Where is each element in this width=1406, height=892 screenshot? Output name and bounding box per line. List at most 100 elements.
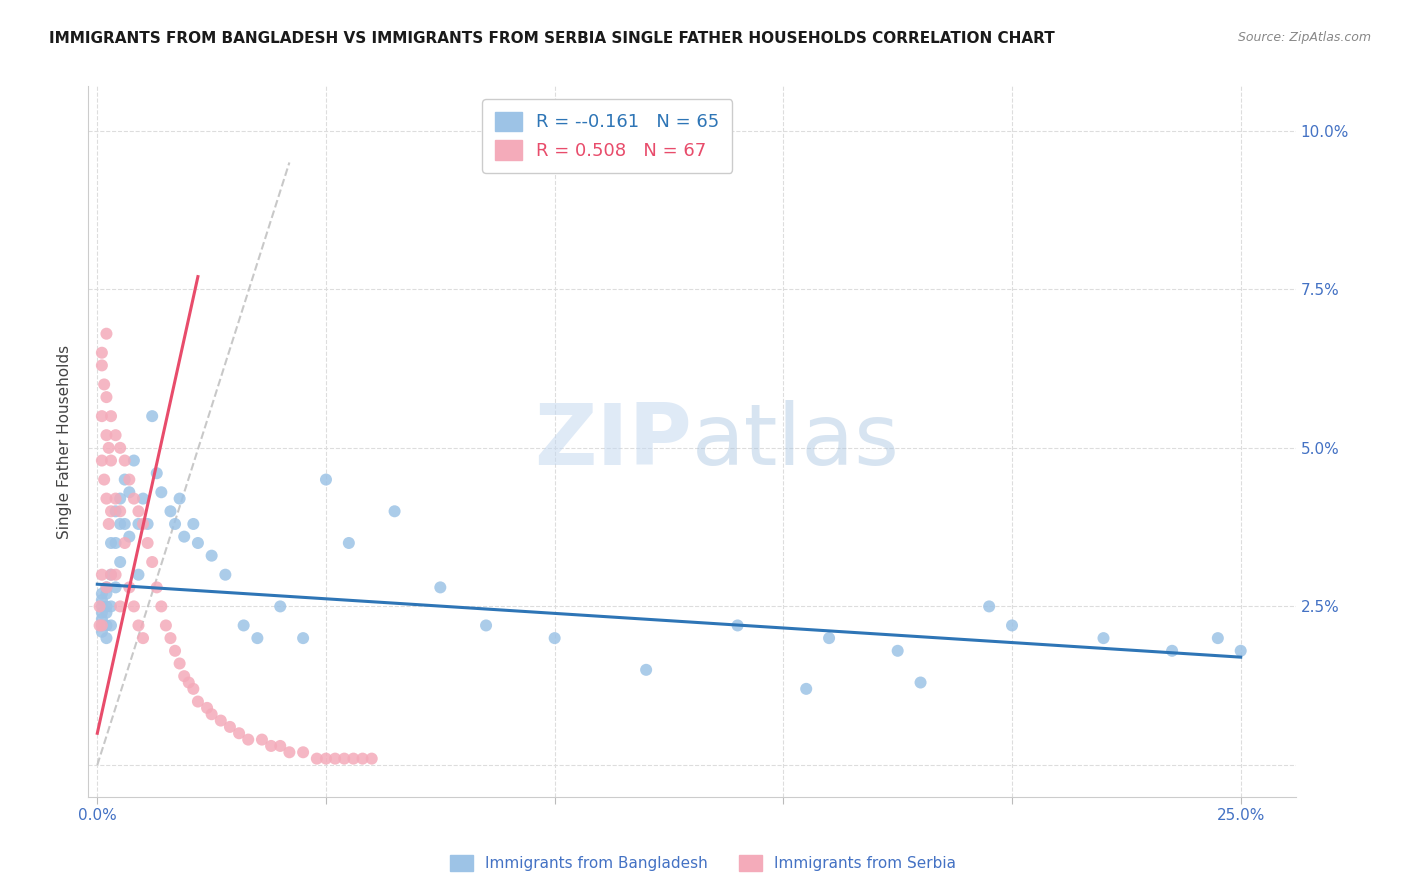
Point bbox=[159, 504, 181, 518]
Legend: R = --0.161   N = 65, R = 0.508   N = 67: R = --0.161 N = 65, R = 0.508 N = 67 bbox=[482, 99, 733, 173]
Point bbox=[100, 536, 122, 550]
Point bbox=[122, 491, 145, 506]
Point bbox=[209, 714, 232, 728]
Point bbox=[104, 536, 127, 550]
Point bbox=[108, 599, 131, 614]
Point bbox=[90, 618, 112, 632]
Point bbox=[165, 516, 187, 531]
Point bbox=[97, 441, 120, 455]
Point bbox=[90, 567, 112, 582]
Point bbox=[232, 618, 254, 632]
Point bbox=[114, 473, 136, 487]
Point bbox=[90, 612, 112, 626]
Text: atlas: atlas bbox=[692, 400, 900, 483]
Text: IMMIGRANTS FROM BANGLADESH VS IMMIGRANTS FROM SERBIA SINGLE FATHER HOUSEHOLDS CO: IMMIGRANTS FROM BANGLADESH VS IMMIGRANTS… bbox=[49, 31, 1054, 46]
Point bbox=[475, 618, 498, 632]
Point bbox=[219, 720, 242, 734]
Point bbox=[108, 491, 131, 506]
Point bbox=[238, 732, 260, 747]
Point bbox=[201, 707, 224, 722]
Point bbox=[96, 599, 118, 614]
Point bbox=[114, 516, 136, 531]
Point bbox=[246, 631, 269, 645]
Point bbox=[90, 409, 112, 424]
Point bbox=[183, 681, 205, 696]
Point bbox=[183, 516, 205, 531]
Point bbox=[278, 745, 301, 759]
Point bbox=[269, 739, 291, 753]
Point bbox=[165, 644, 187, 658]
Point bbox=[352, 751, 374, 765]
Point bbox=[122, 453, 145, 467]
Point bbox=[315, 473, 337, 487]
Point bbox=[96, 428, 118, 442]
Point bbox=[90, 453, 112, 467]
Point bbox=[305, 751, 328, 765]
Point bbox=[108, 516, 131, 531]
Point bbox=[108, 504, 131, 518]
Point bbox=[727, 618, 749, 632]
Point bbox=[100, 599, 122, 614]
Point bbox=[1229, 644, 1251, 658]
Point bbox=[100, 453, 122, 467]
Point bbox=[136, 536, 159, 550]
Point bbox=[89, 599, 111, 614]
Point bbox=[122, 599, 145, 614]
Point bbox=[96, 631, 118, 645]
Point bbox=[1161, 644, 1184, 658]
Point bbox=[96, 326, 118, 341]
Point bbox=[104, 504, 127, 518]
Point bbox=[104, 491, 127, 506]
Point bbox=[136, 516, 159, 531]
Point bbox=[979, 599, 1001, 614]
Point bbox=[214, 567, 236, 582]
Point bbox=[90, 599, 112, 614]
Point bbox=[315, 751, 337, 765]
Point bbox=[132, 516, 155, 531]
Point bbox=[150, 485, 173, 500]
Point bbox=[100, 567, 122, 582]
Point bbox=[118, 485, 141, 500]
Point bbox=[145, 581, 167, 595]
Point bbox=[636, 663, 658, 677]
Point bbox=[104, 428, 127, 442]
Point bbox=[96, 390, 118, 404]
Point bbox=[89, 618, 111, 632]
Point bbox=[177, 675, 200, 690]
Point bbox=[100, 409, 122, 424]
Point bbox=[114, 536, 136, 550]
Point bbox=[228, 726, 250, 740]
Point bbox=[429, 581, 451, 595]
Point bbox=[173, 530, 195, 544]
Point bbox=[159, 631, 181, 645]
Point bbox=[141, 409, 163, 424]
Point bbox=[127, 516, 149, 531]
Point bbox=[118, 473, 141, 487]
Point bbox=[141, 555, 163, 569]
Point bbox=[96, 491, 118, 506]
Point bbox=[250, 732, 273, 747]
Point bbox=[1206, 631, 1229, 645]
Point bbox=[100, 504, 122, 518]
Point bbox=[187, 536, 209, 550]
Point bbox=[201, 549, 224, 563]
Point bbox=[333, 751, 356, 765]
Point bbox=[292, 631, 315, 645]
Point bbox=[100, 567, 122, 582]
Point bbox=[90, 593, 112, 607]
Text: ZIP: ZIP bbox=[534, 400, 692, 483]
Point bbox=[794, 681, 817, 696]
Point bbox=[96, 618, 118, 632]
Point bbox=[132, 631, 155, 645]
Point bbox=[1092, 631, 1115, 645]
Y-axis label: Single Father Households: Single Father Households bbox=[58, 344, 72, 539]
Point bbox=[97, 516, 120, 531]
Point bbox=[150, 599, 173, 614]
Point bbox=[104, 567, 127, 582]
Point bbox=[195, 701, 218, 715]
Point bbox=[910, 675, 932, 690]
Point bbox=[108, 441, 131, 455]
Point bbox=[1001, 618, 1024, 632]
Point bbox=[104, 581, 127, 595]
Point bbox=[90, 345, 112, 359]
